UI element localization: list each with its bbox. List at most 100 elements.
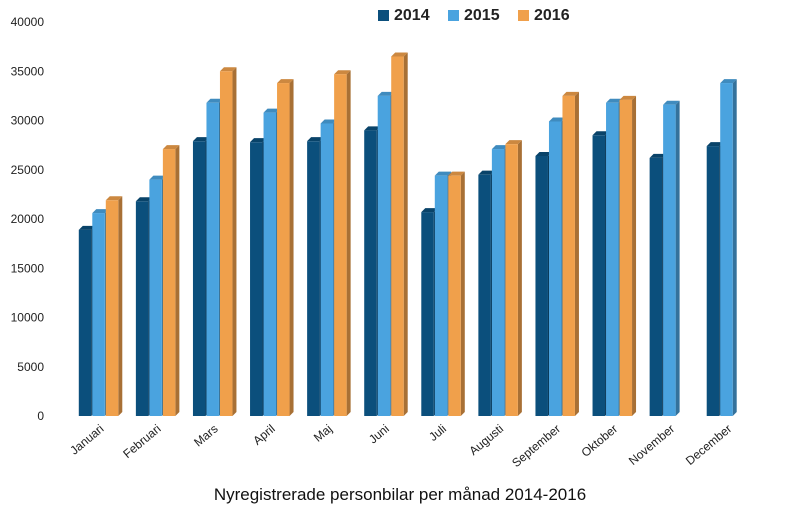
x-tick-label: Mars [191, 422, 220, 450]
bar-side [675, 100, 680, 417]
y-tick-label: 20000 [11, 212, 45, 226]
legend-item: 2014 [378, 7, 430, 24]
y-tick-label: 25000 [11, 163, 45, 177]
bar-top [535, 151, 552, 156]
bar [663, 100, 680, 417]
bar-front [192, 141, 206, 416]
bar-top [649, 153, 667, 158]
bar-top [606, 98, 623, 103]
bar-top [92, 209, 109, 214]
legend-label: 2014 [394, 7, 430, 24]
bar [391, 52, 408, 416]
bar-top [364, 126, 381, 131]
bar-side [574, 91, 579, 416]
bar-front [619, 99, 633, 416]
bar-side [289, 79, 294, 416]
bar [505, 140, 522, 416]
y-tick-label: 35000 [11, 64, 45, 78]
bar-front [219, 71, 233, 416]
x-tick-label: September [509, 422, 563, 470]
bar-front [206, 102, 219, 417]
bar-top [149, 175, 166, 180]
legend-label: 2015 [464, 7, 500, 24]
bar-front [706, 146, 720, 417]
bar [619, 95, 637, 416]
bar-front [592, 135, 606, 416]
bar-front [720, 83, 733, 416]
x-tick-label: Augusti [466, 422, 506, 458]
x-axis: Januari Februari Mars April Maj Juni Juli Augus… [67, 422, 734, 470]
bar-front [364, 130, 377, 416]
bar-front [535, 155, 548, 416]
legend-item: 2016 [518, 7, 570, 24]
bar-top [592, 131, 610, 136]
bar [720, 79, 737, 416]
bar-front [434, 175, 448, 416]
x-tick-label: April [250, 422, 277, 448]
bar-side [346, 70, 351, 416]
bar-top [307, 137, 324, 142]
bar-top [706, 142, 724, 147]
bar-top [334, 70, 351, 75]
bar-front [562, 95, 575, 416]
x-tick-label: Juni [366, 422, 392, 447]
y-axis: 0 5000 10000 15000 20000 25000 30000 35000 40000 [11, 15, 45, 423]
x-tick-label: November [626, 422, 677, 468]
bar-side [517, 140, 522, 416]
bar [105, 196, 123, 416]
bar-side [175, 145, 180, 416]
bar-front [162, 149, 176, 416]
x-tick-label: Oktober [579, 422, 621, 460]
y-tick-label: 5000 [17, 360, 44, 374]
bar-side [632, 95, 637, 416]
x-tick-label: Januari [67, 422, 106, 458]
bar-front [307, 141, 320, 416]
bar-top [478, 170, 495, 175]
bar-top [192, 137, 210, 142]
legend-swatch [448, 10, 459, 21]
bars [78, 52, 737, 417]
bar-top [105, 196, 123, 201]
bar-side [403, 52, 408, 416]
bar [162, 145, 180, 416]
x-tick-label: Maj [311, 422, 335, 445]
bar-top [434, 171, 452, 176]
bar-top [562, 91, 579, 96]
bar-front [606, 102, 619, 417]
x-tick-label: Juli [426, 422, 449, 444]
bar-top [320, 119, 338, 124]
bar [448, 171, 465, 416]
bar-front [478, 174, 491, 416]
y-tick-label: 0 [37, 409, 44, 423]
bar-front [92, 213, 105, 416]
bar-front [78, 229, 92, 416]
bar-side [118, 196, 123, 416]
bar [562, 91, 579, 416]
bar-side [232, 67, 237, 416]
bar-top [78, 225, 96, 230]
bar-top [491, 145, 509, 150]
bar-top [505, 140, 522, 145]
bar [334, 70, 351, 416]
bar-front [334, 74, 347, 416]
y-tick-label: 10000 [11, 311, 45, 325]
bar-front [250, 142, 263, 417]
bar-top [162, 145, 180, 150]
bar-front [277, 83, 290, 416]
y-tick-label: 40000 [11, 15, 45, 29]
x-tick-label: Februari [120, 422, 163, 461]
bar-top [219, 67, 237, 72]
bar-top [206, 98, 223, 103]
bar-front [320, 123, 334, 416]
bar-side [460, 171, 465, 416]
bar-front [105, 200, 119, 416]
bar-side [732, 79, 737, 416]
y-tick-label: 15000 [11, 261, 45, 275]
bar-top [619, 95, 637, 100]
x-tick-label: December [683, 422, 734, 468]
bar-top [548, 117, 566, 122]
legend-swatch [518, 10, 529, 21]
bar-front [649, 157, 663, 416]
legend-item: 2015 [448, 7, 500, 24]
